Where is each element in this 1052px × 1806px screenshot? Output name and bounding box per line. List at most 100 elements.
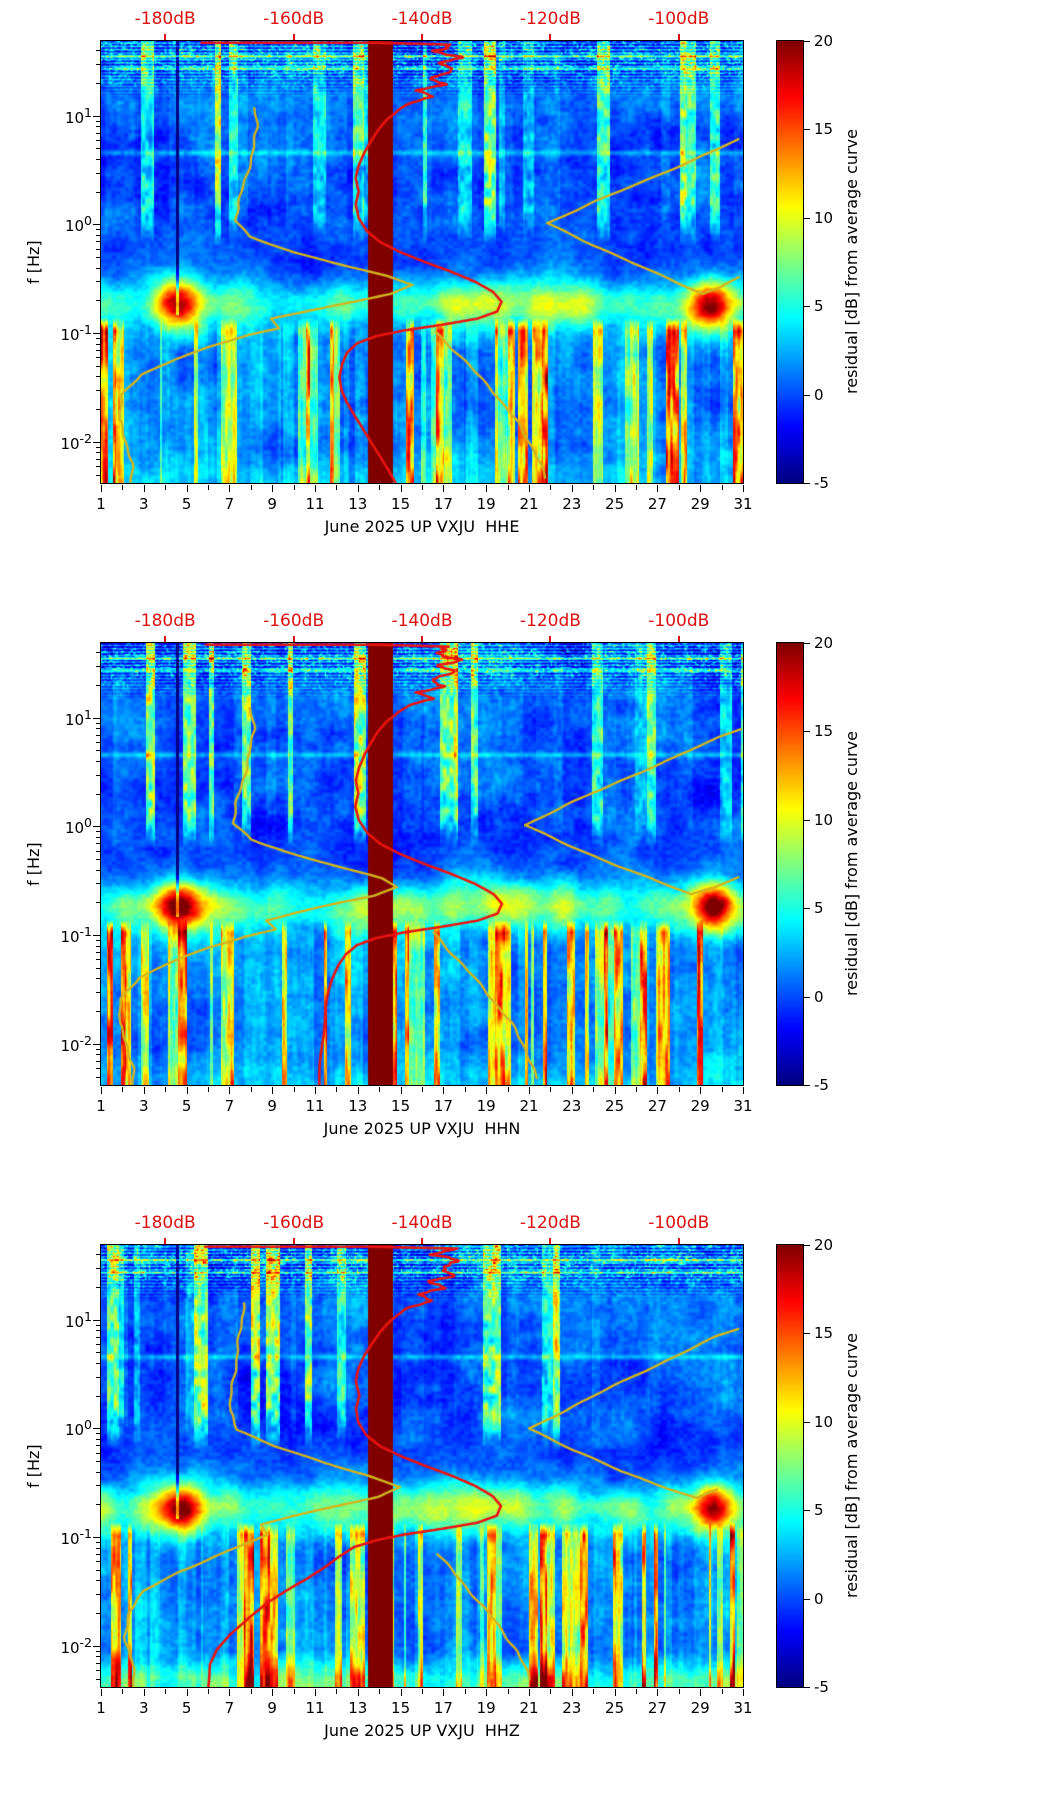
x-tick-label: 9 bbox=[267, 1097, 277, 1115]
y-minor-tick bbox=[96, 281, 100, 283]
top-axis-tick bbox=[421, 636, 423, 642]
colorbar-tick-label: 15 bbox=[814, 1324, 834, 1343]
top-axis-tick bbox=[292, 1238, 295, 1244]
colorbar-label: residual [dB] from average curve bbox=[842, 1333, 861, 1599]
top-axis-label: -120dB bbox=[519, 1213, 581, 1233]
colorbar-tick-label: 10 bbox=[814, 208, 834, 227]
y-minor-tick bbox=[96, 1267, 100, 1269]
y-minor-tick bbox=[96, 458, 100, 460]
colorbar bbox=[776, 1244, 804, 1688]
x-tick-label: 5 bbox=[181, 1097, 192, 1115]
x-tick-label: 21 bbox=[519, 1097, 539, 1115]
y-minor-tick bbox=[96, 376, 100, 378]
x-tick bbox=[700, 1689, 702, 1696]
x-tick bbox=[422, 1087, 423, 1092]
x-tick-label: 11 bbox=[305, 1097, 325, 1115]
colorbar-tick bbox=[804, 908, 810, 910]
colorbar-tick bbox=[804, 394, 810, 396]
spectrogram-panel-hhz: -180dB -160dB -140dB -120dB -100dB f [Hz] Ju… bbox=[0, 1204, 1052, 1806]
x-tick bbox=[293, 485, 295, 490]
x-tick bbox=[721, 1689, 723, 1694]
y-minor-tick bbox=[96, 1461, 100, 1463]
y-tick bbox=[93, 1645, 100, 1647]
x-tick bbox=[250, 1087, 252, 1092]
top-axis-tick bbox=[421, 34, 423, 40]
x-tick-label: 13 bbox=[348, 1699, 368, 1717]
x-tick bbox=[614, 485, 616, 492]
y-tick-label: 101 bbox=[64, 1308, 92, 1331]
y-minor-tick bbox=[96, 248, 100, 250]
x-tick bbox=[657, 1087, 659, 1094]
y-minor-tick bbox=[96, 409, 100, 411]
x-tick bbox=[208, 1087, 209, 1092]
top-axis-label: -140dB bbox=[391, 9, 453, 29]
x-tick bbox=[186, 1087, 188, 1094]
y-minor-tick bbox=[96, 338, 100, 340]
y-minor-tick bbox=[96, 466, 100, 468]
top-axis-label: -100dB bbox=[648, 611, 710, 631]
y-minor-tick bbox=[96, 1485, 100, 1487]
x-tick-label: 3 bbox=[139, 1699, 149, 1717]
y-minor-tick bbox=[96, 760, 100, 762]
y-minor-tick bbox=[96, 1594, 100, 1596]
x-tick-label: 17 bbox=[433, 495, 453, 513]
x-tick bbox=[507, 1087, 509, 1092]
x-tick bbox=[208, 1689, 209, 1694]
x-tick bbox=[336, 1689, 338, 1694]
y-tick-label: 101 bbox=[64, 706, 92, 729]
y-minor-tick bbox=[96, 350, 100, 351]
x-tick bbox=[721, 1087, 723, 1092]
x-tick-label: 1 bbox=[96, 495, 106, 513]
y-minor-tick bbox=[96, 1011, 100, 1013]
colorbar-tick bbox=[804, 731, 810, 733]
y-minor-tick bbox=[96, 967, 100, 969]
y-minor-tick bbox=[96, 883, 100, 885]
x-tick bbox=[165, 1689, 167, 1694]
y-minor-tick bbox=[96, 300, 100, 302]
colorbar-label: residual [dB] from average curve bbox=[842, 129, 861, 395]
y-minor-tick bbox=[96, 952, 100, 953]
colorbar-tick-label: 5 bbox=[814, 297, 824, 316]
y-minor-tick bbox=[96, 343, 100, 345]
y-tick bbox=[93, 1428, 100, 1430]
colorbar-tick-label: -5 bbox=[814, 1678, 829, 1696]
y-tick bbox=[93, 1537, 100, 1539]
x-tick-label: 19 bbox=[476, 495, 496, 513]
y-minor-tick bbox=[96, 978, 100, 980]
colorbar-tick bbox=[804, 1245, 810, 1246]
colorbar-tick-label: 0 bbox=[814, 987, 824, 1006]
colorbar-tick bbox=[804, 1421, 810, 1423]
y-tick bbox=[93, 935, 100, 937]
colorbar-tick-label: 20 bbox=[814, 32, 834, 50]
x-tick bbox=[486, 485, 488, 492]
top-axis-tick bbox=[164, 34, 167, 40]
x-tick bbox=[186, 1689, 188, 1696]
colorbar-tick-label: 0 bbox=[814, 385, 824, 404]
colorbar-tick-label: 15 bbox=[814, 120, 834, 139]
top-axis-tick bbox=[164, 1238, 167, 1244]
spectrogram-canvas bbox=[101, 41, 743, 483]
colorbar-tick bbox=[804, 996, 810, 998]
x-tick bbox=[293, 1689, 295, 1694]
y-tick bbox=[93, 717, 100, 719]
y-minor-tick bbox=[96, 474, 100, 476]
top-axis-label: -120dB bbox=[519, 611, 581, 631]
colorbar-tick bbox=[804, 1085, 810, 1086]
x-tick bbox=[400, 1689, 402, 1696]
x-tick bbox=[593, 485, 595, 490]
y-minor-tick bbox=[96, 148, 100, 150]
y-tick-label: 10-1 bbox=[60, 1526, 92, 1549]
colorbar-tick bbox=[804, 483, 810, 484]
top-axis-label: -120dB bbox=[519, 9, 581, 29]
x-tick-label: 25 bbox=[605, 1699, 625, 1717]
y-minor-tick bbox=[96, 257, 100, 259]
y-minor-tick bbox=[96, 452, 100, 454]
y-minor-tick bbox=[96, 126, 100, 128]
colorbar-tick bbox=[804, 41, 810, 42]
x-tick bbox=[122, 1689, 124, 1694]
y-tick-label: 100 bbox=[64, 1417, 92, 1440]
x-tick bbox=[165, 1087, 167, 1092]
colorbar-label: residual [dB] from average curve bbox=[842, 731, 861, 997]
x-tick bbox=[272, 1087, 274, 1094]
x-tick-label: 25 bbox=[605, 495, 625, 513]
